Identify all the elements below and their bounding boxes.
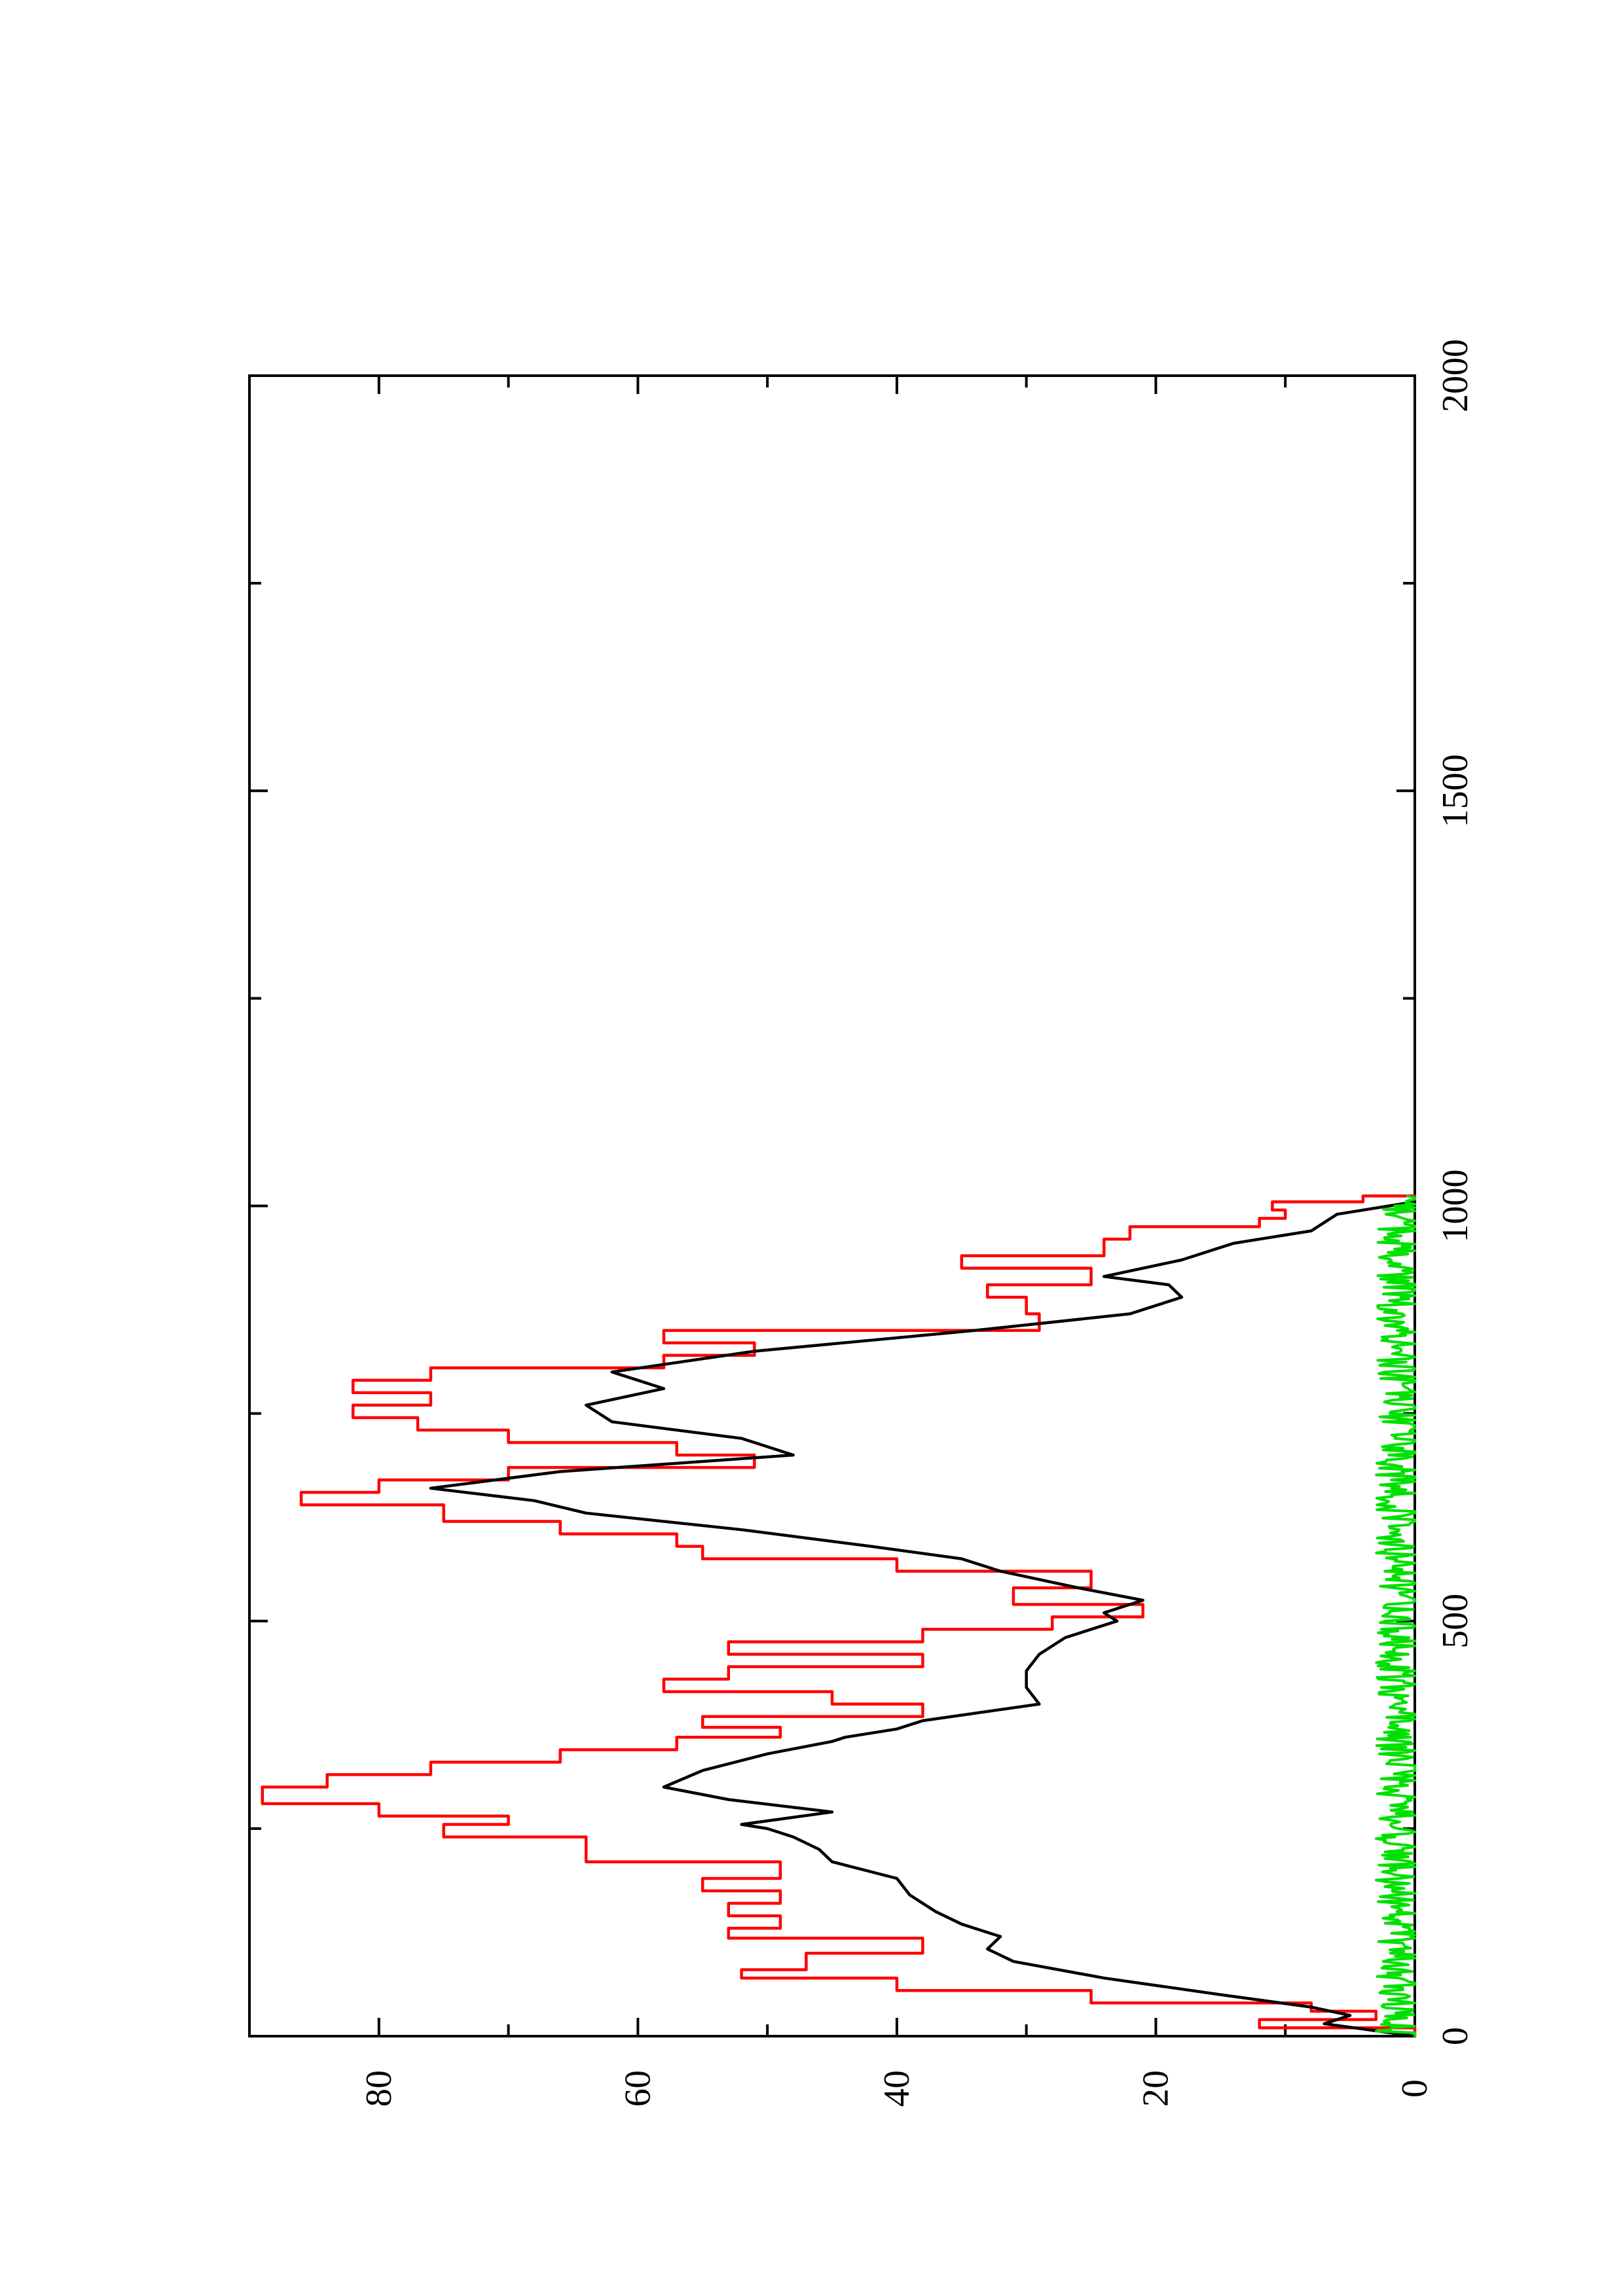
axis-ticks [249, 374, 1416, 2037]
x-tick-label: 1500 [1435, 754, 1476, 827]
y-tick-label: 60 [617, 2070, 658, 2107]
series-line-2 [429, 1200, 1417, 2038]
y-tick-label: 80 [359, 2070, 399, 2107]
plot-frame [248, 374, 1416, 2037]
x-tick-label: 0 [1435, 2027, 1476, 2045]
y-tick-label: 0 [1395, 2079, 1435, 2098]
axis-tick-labels: 0 500 1000 1500 2000 0 20 40 60 80 [359, 339, 1476, 2107]
series-line-3 [1374, 1194, 1416, 2037]
series-line-1 [261, 1194, 1417, 2038]
y-tick-label: 40 [877, 2070, 917, 2107]
x-tick-label: 2000 [1435, 339, 1476, 412]
x-tick-label: 1000 [1435, 1170, 1476, 1243]
y-tick-label: 20 [1135, 2070, 1176, 2107]
x-tick-label: 500 [1435, 1594, 1476, 1649]
series-layer [261, 1194, 1417, 2038]
